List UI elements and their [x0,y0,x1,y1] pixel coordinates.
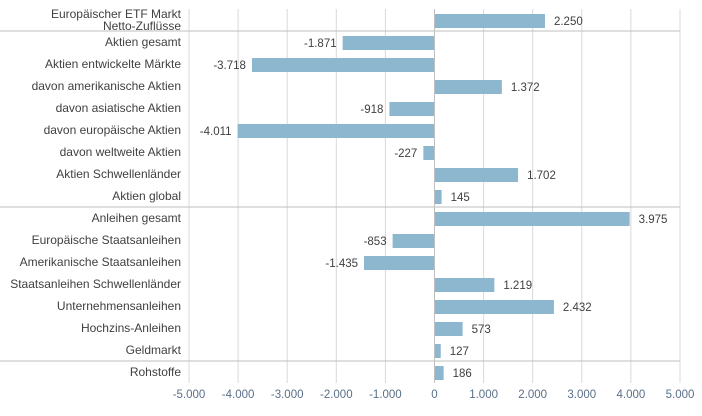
data-label: 127 [450,346,469,358]
x-tick-label: 0 [431,389,437,401]
category-label: Europäischer ETF Markt Netto-Zuflüsse [51,7,182,33]
bar [434,212,630,226]
category-label: Europäische Staatsanleihen [32,233,181,247]
data-label: 2.432 [563,302,592,314]
category-label: Aktien entwickelte Märkte [45,57,181,71]
x-tick-label: 5.000 [666,389,695,401]
bar [434,168,519,182]
x-tick-label: 4.000 [617,389,646,401]
bar [434,300,554,314]
data-label: -918 [360,104,383,116]
label-layer: -5.000 -4.000 -3.000 -2.000 -1.000 0 1.000 2.00… [10,7,694,401]
data-label: -227 [394,148,417,160]
bar [434,344,441,358]
category-label: Staatsanleihen Schwellenländer [10,277,181,291]
data-label: 573 [472,324,491,336]
category-label: Amerikanische Staatsanleihen [20,255,181,269]
x-tick-label: -3.000 [271,389,304,401]
x-tick-label: 3.000 [567,389,596,401]
bar [392,234,435,248]
data-label: -1.435 [325,258,358,270]
data-label: 1.702 [527,170,556,182]
data-label: -853 [364,236,387,248]
data-label: -1.871 [304,38,337,50]
category-label: Geldmarkt [126,343,182,357]
category-label: davon amerikanische Aktien [32,79,181,93]
bar [434,80,502,94]
bar [364,256,435,270]
x-tick-label: 1.000 [469,389,498,401]
data-label: -4.011 [200,126,232,138]
bar [389,102,435,116]
data-label: 1.219 [503,280,532,292]
separator-layer [0,30,680,362]
category-label: davon europäische Aktien [44,123,181,137]
category-label: Aktien Schwellenländer [56,167,181,181]
data-label: 2.250 [554,16,583,28]
bar [237,124,435,138]
category-label: Unternehmensanleihen [57,299,181,313]
x-tick-label: -1.000 [369,389,402,401]
bar [434,14,545,28]
category-label: Rohstoffe [130,365,181,379]
bar [342,36,435,50]
bar [434,366,444,380]
bar-layer [237,14,630,380]
bar [423,146,435,160]
data-label: 1.372 [511,82,540,94]
data-label: 3.975 [639,214,668,226]
data-label: 145 [451,192,470,204]
x-tick-label: 2.000 [518,389,547,401]
category-label: Aktien gesamt [105,35,182,49]
x-tick-label: -2.000 [320,389,353,401]
category-label: Aktien global [112,189,181,203]
category-label: davon weltweite Aktien [60,145,181,159]
data-label: -3.718 [213,60,246,72]
x-tick-label: -4.000 [222,389,255,401]
bar [434,278,495,292]
category-label: Hochzins-Anleihen [81,321,181,335]
category-label: Anleihen gesamt [92,211,182,225]
category-label: davon asiatische Aktien [56,101,181,115]
data-label: 186 [453,368,472,380]
x-tick-label: -5.000 [173,389,206,401]
bar [434,190,442,204]
bar [251,58,435,72]
bar [434,322,463,336]
